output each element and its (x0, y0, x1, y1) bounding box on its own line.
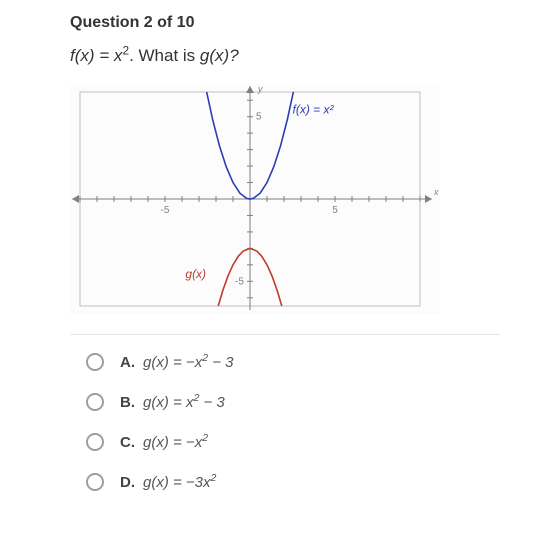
choice-text: g(x) = −x2 − 3 (143, 354, 233, 371)
svg-text:-5: -5 (161, 205, 170, 216)
divider (70, 334, 500, 335)
svg-text:5: 5 (256, 112, 262, 123)
choice-a[interactable]: A. g(x) = −x2 − 3 (86, 353, 558, 371)
chart-svg: 5 -5 5 -5 y x f(x) = x² g(x) (70, 84, 440, 314)
radio-a[interactable] (86, 353, 104, 371)
choice-text: g(x) = x2 − 3 (143, 394, 225, 411)
choice-letter: A. (120, 354, 135, 371)
graph-figure: 5 -5 5 -5 y x f(x) = x² g(x) (70, 84, 440, 314)
radio-c[interactable] (86, 433, 104, 451)
svg-text:y: y (257, 84, 263, 94)
radio-d[interactable] (86, 473, 104, 491)
svg-text:5: 5 (332, 205, 338, 216)
choice-text: g(x) = −3x2 (143, 474, 216, 491)
svg-text:x: x (433, 187, 439, 197)
choice-letter: C. (120, 434, 135, 451)
choice-text: g(x) = −x2 (143, 434, 208, 451)
choice-b[interactable]: B. g(x) = x2 − 3 (86, 393, 558, 411)
svg-text:g(x): g(x) (185, 267, 206, 281)
svg-text:f(x) = x²: f(x) = x² (293, 102, 335, 116)
choice-d[interactable]: D. g(x) = −3x2 (86, 473, 558, 491)
choice-letter: B. (120, 394, 135, 411)
question-prompt: f(x) = x2. What is g(x)? (70, 46, 558, 66)
answer-choices: A. g(x) = −x2 − 3 B. g(x) = x2 − 3 C. g(x) = … (70, 353, 558, 491)
choice-c[interactable]: C. g(x) = −x2 (86, 433, 558, 451)
radio-b[interactable] (86, 393, 104, 411)
svg-text:-5: -5 (235, 276, 244, 287)
choice-letter: D. (120, 474, 135, 491)
question-number: Question 2 of 10 (70, 14, 558, 32)
